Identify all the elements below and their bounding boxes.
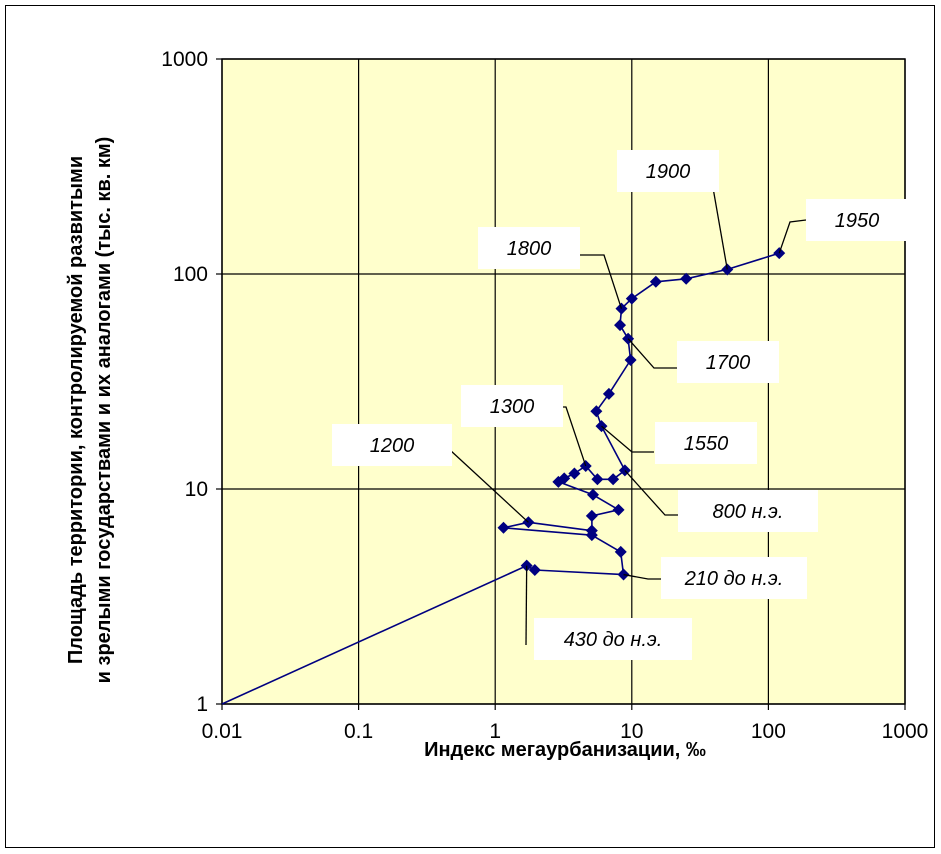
annotation-label: 1800 (507, 238, 552, 260)
annotation-leader (601, 425, 654, 453)
data-point (614, 545, 627, 558)
annotations: 1950 1900 1800 1700 1550 1300 1200 800 н.э. 210 … (332, 150, 908, 660)
annotation-box (661, 557, 807, 599)
annotation-box (461, 385, 563, 427)
data-point (568, 467, 581, 480)
x-tick-label: 1000 (882, 720, 929, 743)
annotation-box (534, 618, 692, 660)
x-tick-label: 1 (489, 720, 501, 743)
data-point (602, 387, 615, 400)
annotation-label: 1300 (490, 396, 535, 418)
annotation-label: 800 н.э. (713, 501, 784, 523)
y-tick-label: 100 (173, 263, 208, 286)
data-point (585, 524, 598, 537)
annotation-box (678, 490, 818, 532)
tick-labels: 0.01 0.1 1 10 100 1000 1 10 100 1000 (161, 48, 928, 743)
data-point (497, 521, 510, 534)
x-tick-label: 0.1 (344, 720, 373, 743)
y-axis-title-line1: Площадь территории, контролируемой разви… (65, 156, 87, 664)
y-axis-title-line2: и зрелыми государствами и их аналогами (… (93, 137, 115, 684)
annotation-box (332, 424, 452, 466)
data-point (585, 509, 598, 522)
annotation-leader (449, 449, 529, 523)
annotation-box (655, 422, 757, 464)
data-point (590, 405, 603, 418)
data-point (625, 292, 638, 305)
annotation-box (806, 199, 908, 241)
x-tick-label: 100 (751, 720, 786, 743)
data-point (558, 472, 571, 485)
data-point (591, 473, 604, 486)
annotation-leader (623, 573, 662, 580)
annotation-leader (525, 565, 528, 646)
data-point (528, 564, 541, 577)
annotation-box (617, 150, 719, 192)
data-point (624, 354, 637, 367)
annotation-box (478, 227, 580, 269)
annotation-leader (778, 219, 807, 254)
data-point (587, 488, 600, 501)
y-tick-label: 1000 (161, 48, 208, 71)
data-points (497, 247, 786, 581)
annotation-box (677, 341, 779, 383)
annotation-label: 1700 (706, 352, 751, 374)
x-tick-label: 10 (620, 720, 643, 743)
annotation-label: 1200 (370, 435, 415, 457)
data-point (607, 473, 620, 486)
plot-area (221, 58, 906, 705)
data-point (680, 272, 693, 285)
annotation-leader (711, 181, 728, 270)
y-tick-label: 10 (185, 478, 208, 501)
annotation-label: 430 до н.э. (564, 629, 663, 651)
data-point (649, 275, 662, 288)
annotation-leader (624, 469, 680, 516)
annotation-leader (627, 338, 678, 369)
annotation-label: 1550 (684, 433, 729, 455)
data-point (612, 503, 625, 516)
y-tick-label: 1 (196, 693, 208, 716)
annotation-label: 210 до н.э. (684, 568, 784, 590)
annotation-label: 1900 (646, 161, 691, 183)
annotation-leader (577, 254, 623, 309)
annotation-label: 1950 (835, 210, 880, 232)
x-tick-label: 0.01 (202, 720, 243, 743)
x-axis-title: Индекс мегаурбанизации, ‰ (424, 739, 706, 761)
data-point (614, 319, 627, 332)
